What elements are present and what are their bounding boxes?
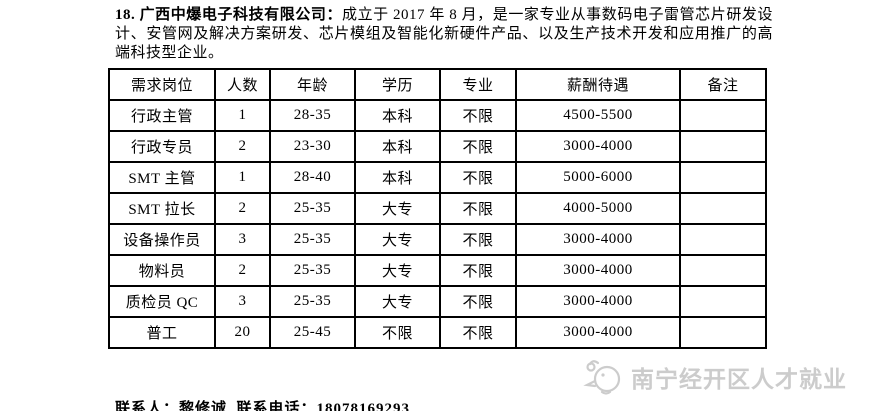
contact-name: 黎修诚 [179,401,228,411]
column-header-salary: 薪酬待遇 [515,68,681,101]
cell-headcount: 2 [214,254,271,287]
cell-age: 28-40 [269,161,356,194]
cell-age: 23-30 [269,130,356,163]
cell-salary: 5000-6000 [515,161,681,194]
cell-education: 本科 [354,161,441,194]
cell-position: SMT 拉长 [108,192,216,225]
cell-education: 不限 [354,316,441,349]
cell-position: SMT 主管 [108,161,216,194]
contact-label: 联系人： [115,401,180,411]
cell-salary: 3000-4000 [515,130,681,163]
table-row: SMT 主管 1 28-40 本科 不限 5000-6000 [108,161,767,194]
cell-note [679,223,767,256]
cell-headcount: 2 [214,130,271,163]
cell-education: 大专 [354,223,441,256]
cell-headcount: 1 [214,161,271,194]
cell-note [679,99,767,132]
company-name-heading: 18. 广西中爆电子科技有限公司： [115,7,343,23]
cell-major: 不限 [439,192,517,225]
cell-note [679,285,767,318]
contact-line: 联系人：黎修诚 联系电话：18078169293 [115,398,429,411]
cell-major: 不限 [439,316,517,349]
phone-label: 联系电话： [236,401,317,411]
cell-education: 大专 [354,285,441,318]
column-header-age: 年龄 [269,68,356,101]
cell-age: 25-35 [269,223,356,256]
table-row: 行政专员 2 23-30 本科 不限 3000-4000 [108,130,767,163]
cell-note [679,254,767,287]
cell-major: 不限 [439,161,517,194]
cell-position: 行政专员 [108,130,216,163]
column-header-education: 学历 [354,68,441,101]
table-row: 普工 20 25-45 不限 不限 3000-4000 [108,316,767,349]
cell-headcount: 3 [214,223,271,256]
cell-position: 设备操作员 [108,223,216,256]
cell-note [679,192,767,225]
spacer [227,401,237,411]
column-header-position: 需求岗位 [108,68,216,101]
cell-salary: 4000-5000 [515,192,681,225]
table-row: 物料员 2 25-35 大专 不限 3000-4000 [108,254,767,287]
table-row: 质检员 QC 3 25-35 大专 不限 3000-4000 [108,285,767,318]
cell-position: 行政主管 [108,99,216,132]
cell-position: 物料员 [108,254,216,287]
cell-age: 28-35 [269,99,356,132]
watermark: 南宁经开区人才就业 [582,358,847,396]
recruitment-table: 需求岗位 人数 年龄 学历 专业 薪酬待遇 备注 行政主管 1 28-35 本科 不限 4500-55… [108,68,767,349]
column-header-major: 专业 [439,68,517,101]
cell-note [679,316,767,349]
contact-block: 联系人：黎修诚 联系电话：18078169293 地址：南宁市国凯大道 19 号… [115,352,429,411]
cell-education: 大专 [354,192,441,225]
bird-mascot-icon [582,358,626,396]
table-row: 行政主管 1 28-35 本科 不限 4500-5500 [108,99,767,132]
table-row: 设备操作员 3 25-35 大专 不限 3000-4000 [108,223,767,256]
watermark-text: 南宁经开区人才就业 [631,366,847,392]
cell-headcount: 2 [214,192,271,225]
table-row: SMT 拉长 2 25-35 大专 不限 4000-5000 [108,192,767,225]
company-description: 成立于 2017 年 8 月，是一家专业从事数码电子雷管芯片研发设计、安管网及解… [115,7,773,61]
cell-headcount: 3 [214,285,271,318]
column-header-note: 备注 [679,68,767,101]
cell-major: 不限 [439,130,517,163]
table-header-row: 需求岗位 人数 年龄 学历 专业 薪酬待遇 备注 [108,68,767,101]
table-body: 行政主管 1 28-35 本科 不限 4500-5500 行政专员 2 23-30 本科 不限 300… [108,99,767,349]
cell-note [679,161,767,194]
cell-education: 本科 [354,99,441,132]
cell-age: 25-35 [269,285,356,318]
column-header-headcount: 人数 [214,68,271,101]
cell-position: 普工 [108,316,216,349]
company-intro-paragraph: 18. 广西中爆电子科技有限公司：成立于 2017 年 8 月，是一家专业从事数… [115,6,773,63]
cell-position: 质检员 QC [108,285,216,318]
cell-major: 不限 [439,99,517,132]
cell-salary: 3000-4000 [515,254,681,287]
cell-headcount: 1 [214,99,271,132]
cell-headcount: 20 [214,316,271,349]
cell-major: 不限 [439,254,517,287]
cell-salary: 3000-4000 [515,316,681,349]
cell-salary: 3000-4000 [515,223,681,256]
cell-education: 大专 [354,254,441,287]
cell-education: 本科 [354,130,441,163]
cell-age: 25-35 [269,254,356,287]
cell-salary: 3000-4000 [515,285,681,318]
cell-age: 25-35 [269,192,356,225]
cell-major: 不限 [439,285,517,318]
cell-note [679,130,767,163]
cell-age: 25-45 [269,316,356,349]
cell-salary: 4500-5500 [515,99,681,132]
phone-number: 18078169293 [316,401,411,411]
cell-major: 不限 [439,223,517,256]
